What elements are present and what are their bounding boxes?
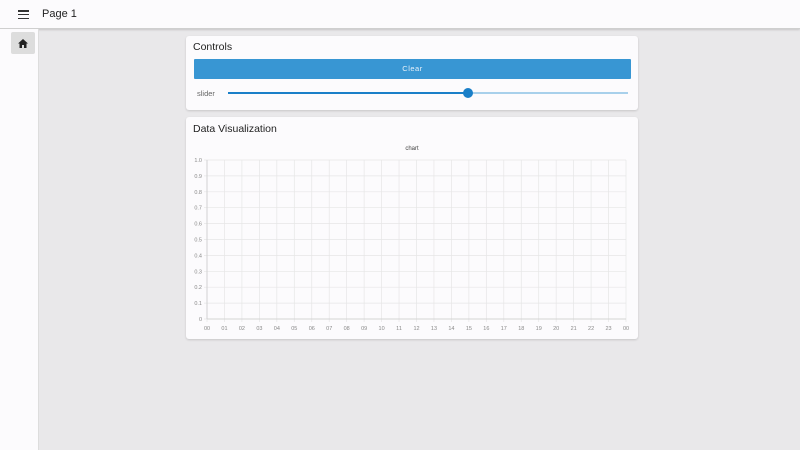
y-tick-label: 0 (199, 317, 202, 323)
controls-title: Controls (193, 41, 233, 53)
x-tick-label: 18 (518, 326, 524, 332)
y-tick-label: 0.7 (194, 206, 202, 212)
x-tick-label: 10 (379, 326, 385, 332)
x-tick-label: 06 (309, 326, 315, 332)
home-icon (18, 38, 28, 48)
chart: chart 00 01 02 03 04 05 06 07 08 09 10 11 12 13 14 15 16… (194, 146, 629, 332)
x-tick-label: 00 (204, 326, 210, 332)
x-tick-label: 21 (571, 326, 577, 332)
y-tick-label: 0.4 (194, 253, 202, 259)
sidebar-item-home[interactable] (11, 32, 35, 54)
x-tick-label: 03 (256, 326, 262, 332)
slider-thumb[interactable] (463, 88, 473, 98)
x-tick-label: 09 (361, 326, 367, 332)
sidebar (0, 29, 39, 450)
viz-title: Data Visualization (193, 123, 277, 135)
x-tick-label: 04 (274, 326, 280, 332)
x-tick-label: 01 (221, 326, 227, 332)
x-tick-label: 20 (553, 326, 559, 332)
controls-card: Controls Clear slider (186, 36, 638, 110)
x-tick-label: 17 (501, 326, 507, 332)
x-tick-label: 08 (344, 326, 350, 332)
x-tick-label: 14 (448, 326, 454, 332)
x-tick-label: 23 (605, 326, 611, 332)
slider[interactable] (228, 88, 628, 98)
y-tick-label: 0.1 (194, 301, 202, 307)
x-tick-label: 07 (326, 326, 332, 332)
x-tick-label: 00 (623, 326, 629, 332)
x-tick-label: 02 (239, 326, 245, 332)
y-tick-label: 0.2 (194, 285, 202, 291)
x-tick-label: 19 (536, 326, 542, 332)
x-tick-label: 15 (466, 326, 472, 332)
visualization-card: Data Visualization chart 00 01 02 03 04 05 06 0… (186, 117, 638, 339)
hamburger-icon[interactable] (18, 10, 29, 20)
y-tick-label: 0.9 (194, 174, 202, 180)
x-tick-label: 13 (431, 326, 437, 332)
x-tick-label: 05 (291, 326, 297, 332)
clear-button[interactable]: Clear (194, 59, 631, 79)
slider-label: slider (197, 89, 215, 98)
x-tick-label: 12 (413, 326, 419, 332)
x-tick-label: 11 (396, 326, 402, 332)
page-title: Page 1 (42, 8, 77, 20)
y-tick-label: 0.8 (194, 190, 202, 196)
y-tick-label: 1.0 (194, 158, 202, 164)
y-tick-label: 0.6 (194, 222, 202, 228)
slider-fill (228, 92, 468, 94)
app-bar: Page 1 (0, 0, 800, 29)
y-tick-label: 0.5 (194, 238, 202, 244)
chart-title: chart (405, 146, 419, 152)
y-tick-label: 0.3 (194, 269, 202, 275)
x-tick-label: 22 (588, 326, 594, 332)
x-tick-label: 16 (483, 326, 489, 332)
